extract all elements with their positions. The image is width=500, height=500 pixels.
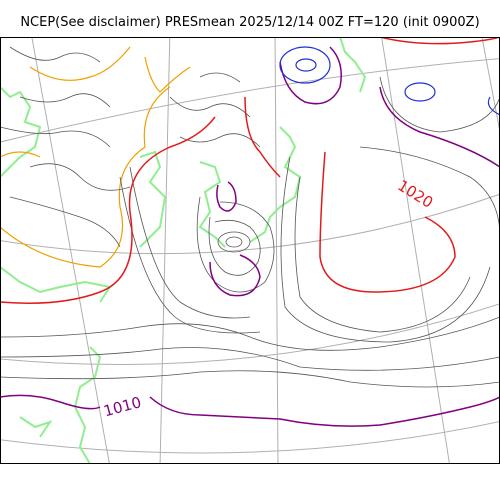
pressure-map: 1020 1010 xyxy=(0,37,500,464)
orange-contours xyxy=(0,46,191,268)
isobars xyxy=(0,76,500,388)
isobar-label-1010: 1010 xyxy=(102,393,144,420)
terrain-contours xyxy=(0,46,261,248)
map-border xyxy=(0,37,500,464)
isobar-1020 xyxy=(0,37,500,304)
low-center-mid xyxy=(217,231,251,253)
map-panel: 1020 1010 xyxy=(0,37,500,464)
map-title: NCEP(See disclaimer) PRESmean 2025/12/14… xyxy=(20,15,480,30)
isobar-label-1020: 1020 xyxy=(394,176,436,212)
low-centers xyxy=(279,46,500,116)
isobar-1010 xyxy=(0,46,500,427)
graticule xyxy=(0,37,500,464)
